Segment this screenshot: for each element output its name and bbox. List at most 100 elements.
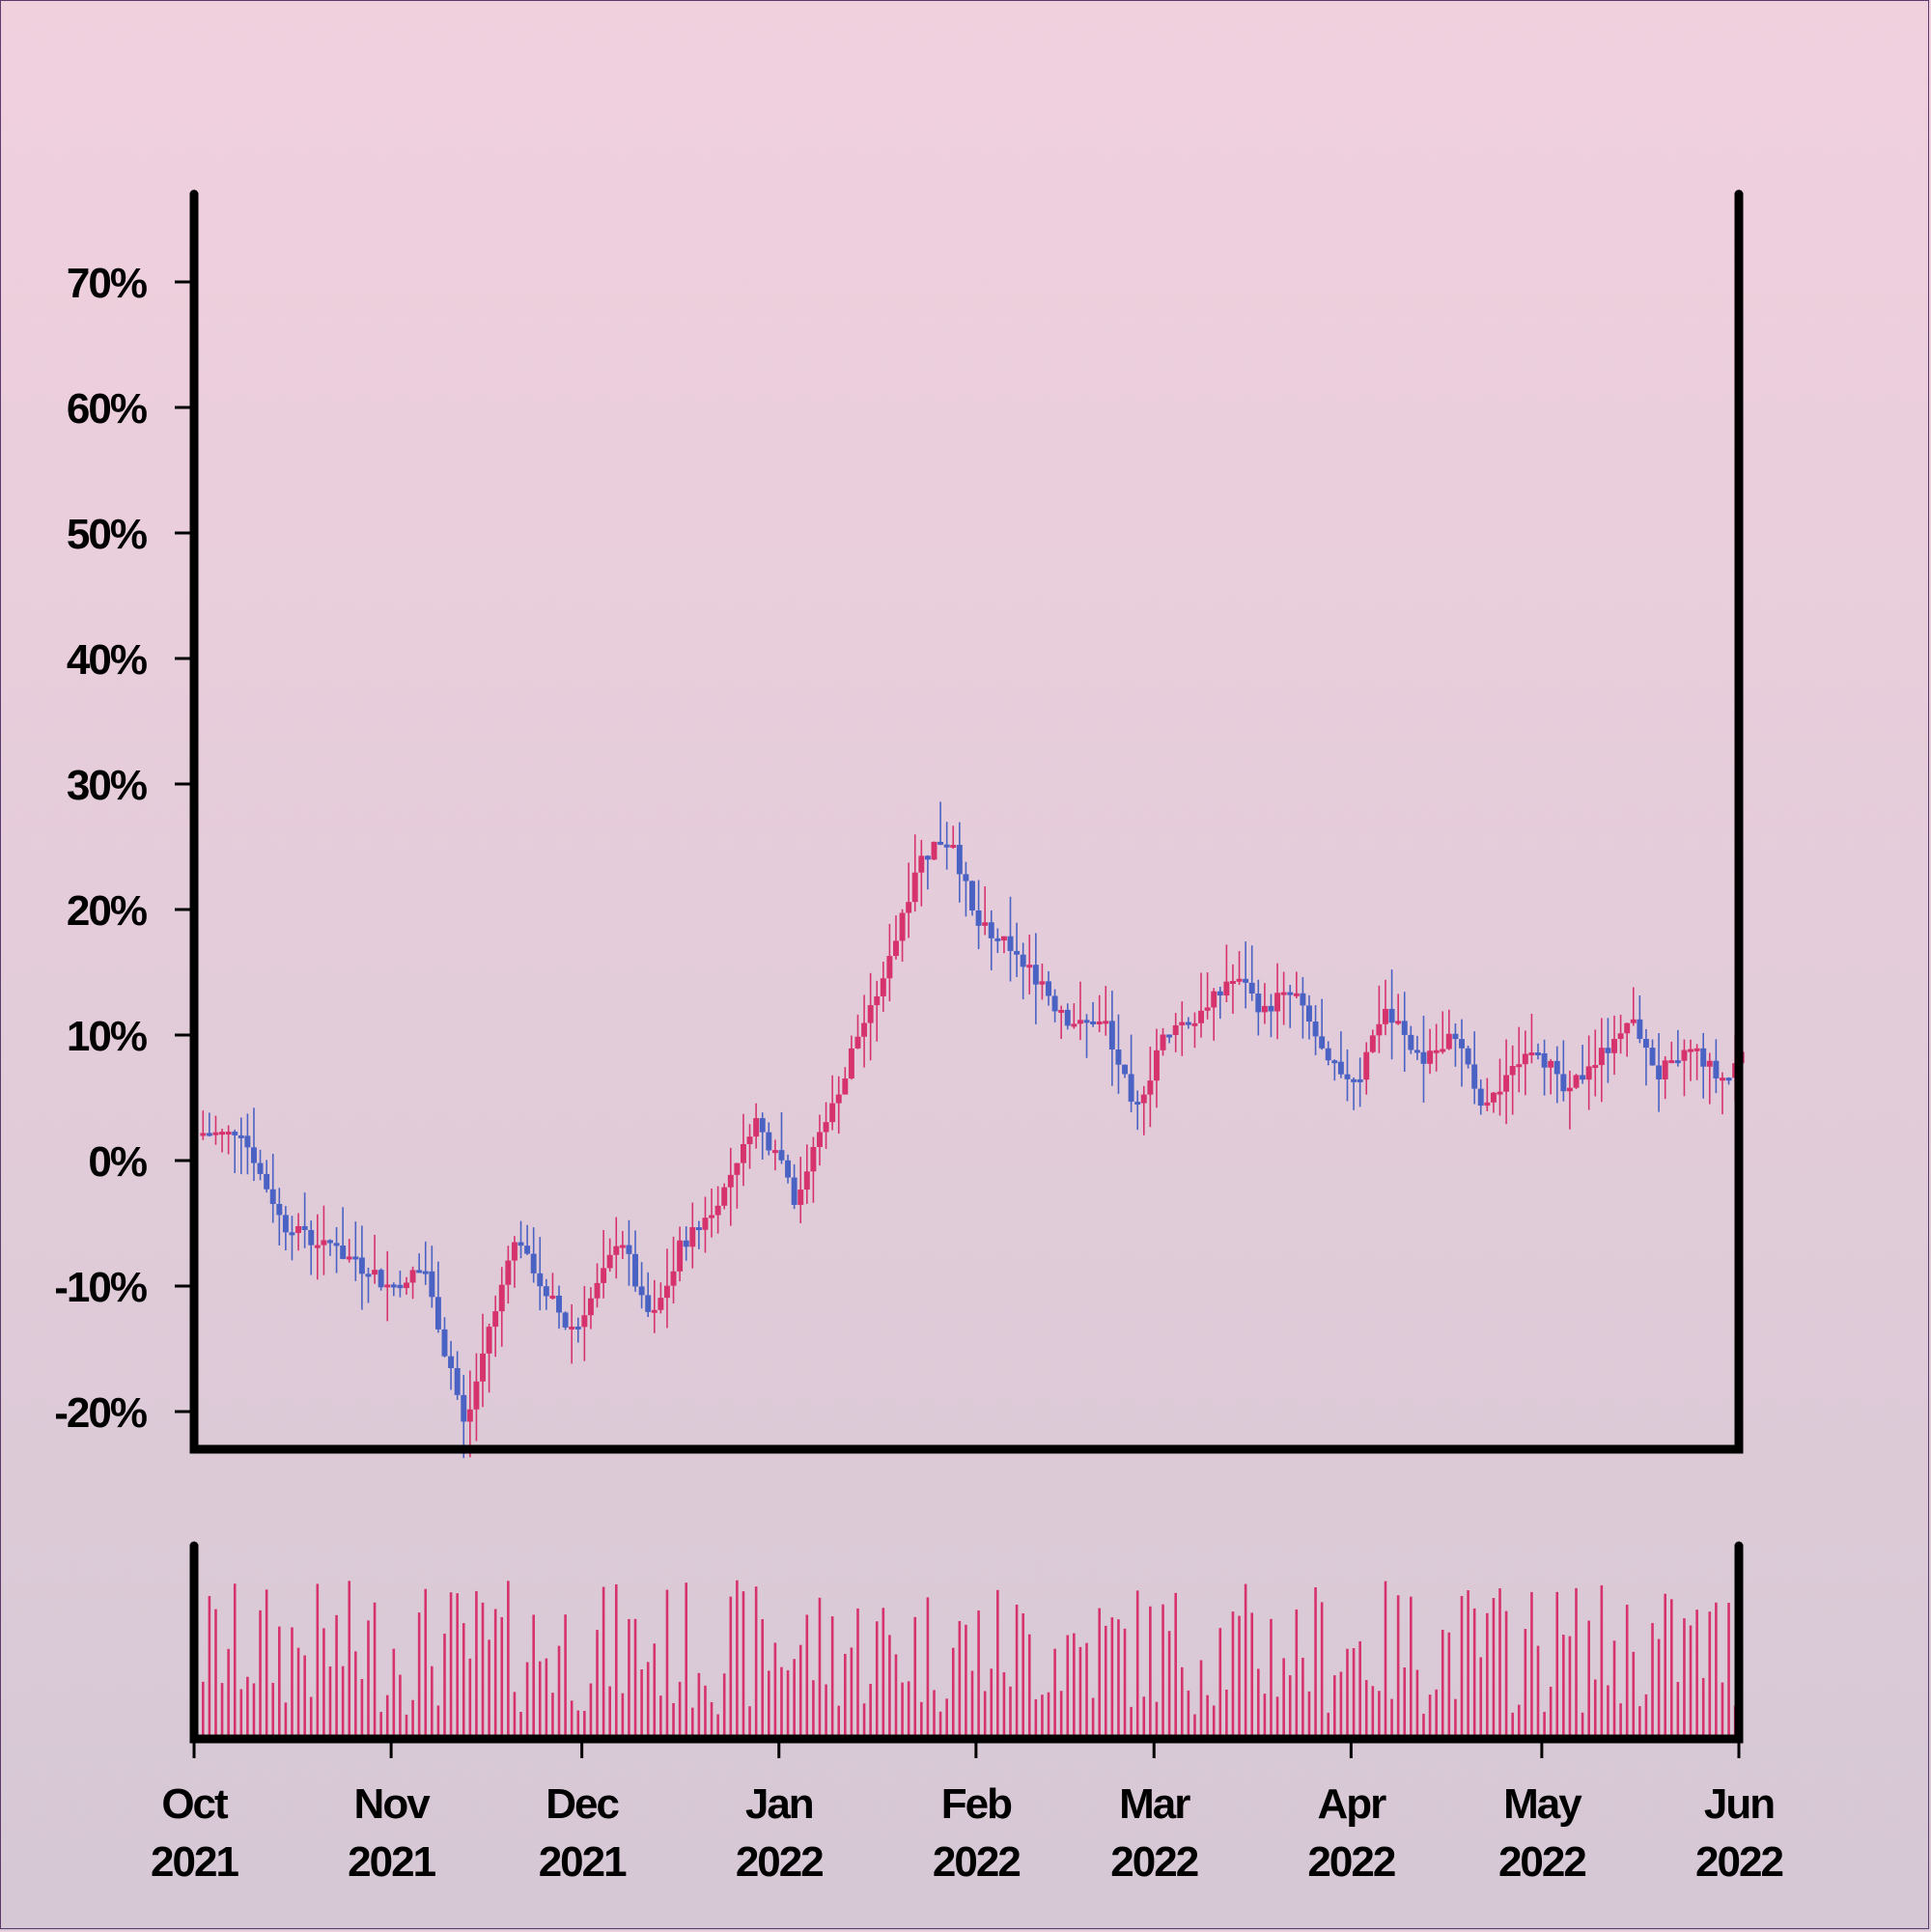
volume-bar [525, 1662, 529, 1739]
candle-body [1046, 981, 1051, 996]
volume-bar [1275, 1696, 1279, 1739]
candle-body [1598, 1048, 1605, 1066]
volume-bar [360, 1678, 364, 1739]
volume-bar [449, 1592, 453, 1739]
candle-body [238, 1134, 244, 1138]
candle-body [543, 1286, 549, 1297]
candle-body [1440, 1049, 1446, 1052]
volume-bar [1161, 1604, 1164, 1739]
candle-body [734, 1162, 741, 1175]
candle-body [327, 1240, 333, 1244]
candle-body [1388, 1008, 1395, 1023]
candle-body [416, 1270, 423, 1274]
volume-bar [1676, 1681, 1680, 1739]
volume-bar [1123, 1628, 1127, 1739]
candle-body [1433, 1050, 1440, 1053]
candle-body [1351, 1078, 1357, 1082]
candle-body [1452, 1033, 1459, 1040]
volume-bar [259, 1610, 262, 1739]
volume-bar [201, 1681, 205, 1739]
volume-bar [754, 1586, 758, 1739]
volume-bar [1371, 1686, 1375, 1739]
volume-bar [856, 1608, 859, 1739]
volume-bar [239, 1689, 243, 1739]
volume-bar [1664, 1593, 1666, 1739]
candle-body [1674, 1060, 1681, 1064]
candle-body [1363, 1051, 1370, 1080]
candle-body [384, 1284, 391, 1288]
volume-bar [1066, 1635, 1070, 1739]
volume-bar [1250, 1612, 1254, 1739]
volume-bar [1244, 1583, 1247, 1739]
candle-body [893, 940, 899, 957]
volume-bar [1727, 1603, 1730, 1739]
candle-body [404, 1282, 409, 1289]
candle-body [1204, 1007, 1211, 1011]
volume-bar [825, 1684, 827, 1739]
volume-bar [1206, 1694, 1209, 1739]
volume-bar [576, 1710, 580, 1739]
candle-body [429, 1271, 435, 1298]
candle-body [1395, 1021, 1402, 1024]
x-tick-label-month: Jan [745, 1780, 813, 1828]
candle-body [581, 1315, 588, 1328]
candle-body [1280, 992, 1287, 995]
candle-body [651, 1309, 658, 1313]
candle-body [982, 922, 989, 926]
candle-body [1465, 1048, 1471, 1065]
volume-bar [1403, 1667, 1407, 1739]
volume-bar [1073, 1633, 1076, 1739]
volume-bar [233, 1583, 237, 1739]
volume-bar [1155, 1701, 1159, 1739]
volume-bar [1460, 1595, 1464, 1739]
candle-body [378, 1270, 384, 1288]
candle-body [1713, 1060, 1720, 1078]
volume-bar [1282, 1658, 1285, 1739]
candle-body [1122, 1064, 1128, 1075]
x-tick-label-year: 2022 [736, 1838, 823, 1886]
volume-bar [399, 1674, 402, 1739]
candle-body [1580, 1075, 1586, 1080]
candle-body [683, 1240, 689, 1247]
x-tick-label-month: Dec [546, 1780, 619, 1828]
volume-bar [1231, 1611, 1235, 1739]
volume-bar [938, 1711, 942, 1739]
candle-body [1630, 1019, 1637, 1023]
volume-bar [614, 1583, 618, 1739]
volume-bar [1441, 1630, 1444, 1739]
volume-bar [1575, 1587, 1578, 1739]
volume-bar [475, 1590, 478, 1739]
volume-bar [500, 1616, 504, 1739]
candle-body [1477, 1088, 1484, 1106]
candle-body [746, 1136, 753, 1144]
candle-body [689, 1227, 696, 1247]
volume-bar [990, 1668, 993, 1739]
volume-bar [697, 1672, 701, 1739]
x-tick-label-year: 2022 [1110, 1838, 1197, 1886]
volume-bar [589, 1683, 593, 1739]
candle-body [264, 1173, 270, 1190]
y-tick-label: 30% [67, 762, 147, 809]
volume-bar [830, 1616, 834, 1739]
x-tick-label-year: 2022 [1498, 1838, 1585, 1886]
candle-body [1459, 1039, 1465, 1049]
candle-body [251, 1147, 257, 1163]
volume-bar [786, 1669, 790, 1739]
volume-bar [1492, 1598, 1496, 1739]
volume-bar [1396, 1595, 1400, 1739]
candle-body [835, 1094, 842, 1104]
candle-body [1592, 1065, 1599, 1069]
volume-bar [1472, 1608, 1476, 1739]
volume-bar [729, 1596, 733, 1739]
volume-bar [316, 1583, 320, 1739]
candle-body [454, 1367, 461, 1395]
candle-body [549, 1295, 556, 1299]
volume-bar [220, 1683, 224, 1739]
volume-bar [462, 1623, 465, 1739]
candle-body [1668, 1060, 1675, 1064]
volume-bar [583, 1710, 586, 1739]
candle-body [975, 910, 982, 926]
volume-bar [417, 1612, 421, 1739]
volume-bar [888, 1635, 891, 1739]
